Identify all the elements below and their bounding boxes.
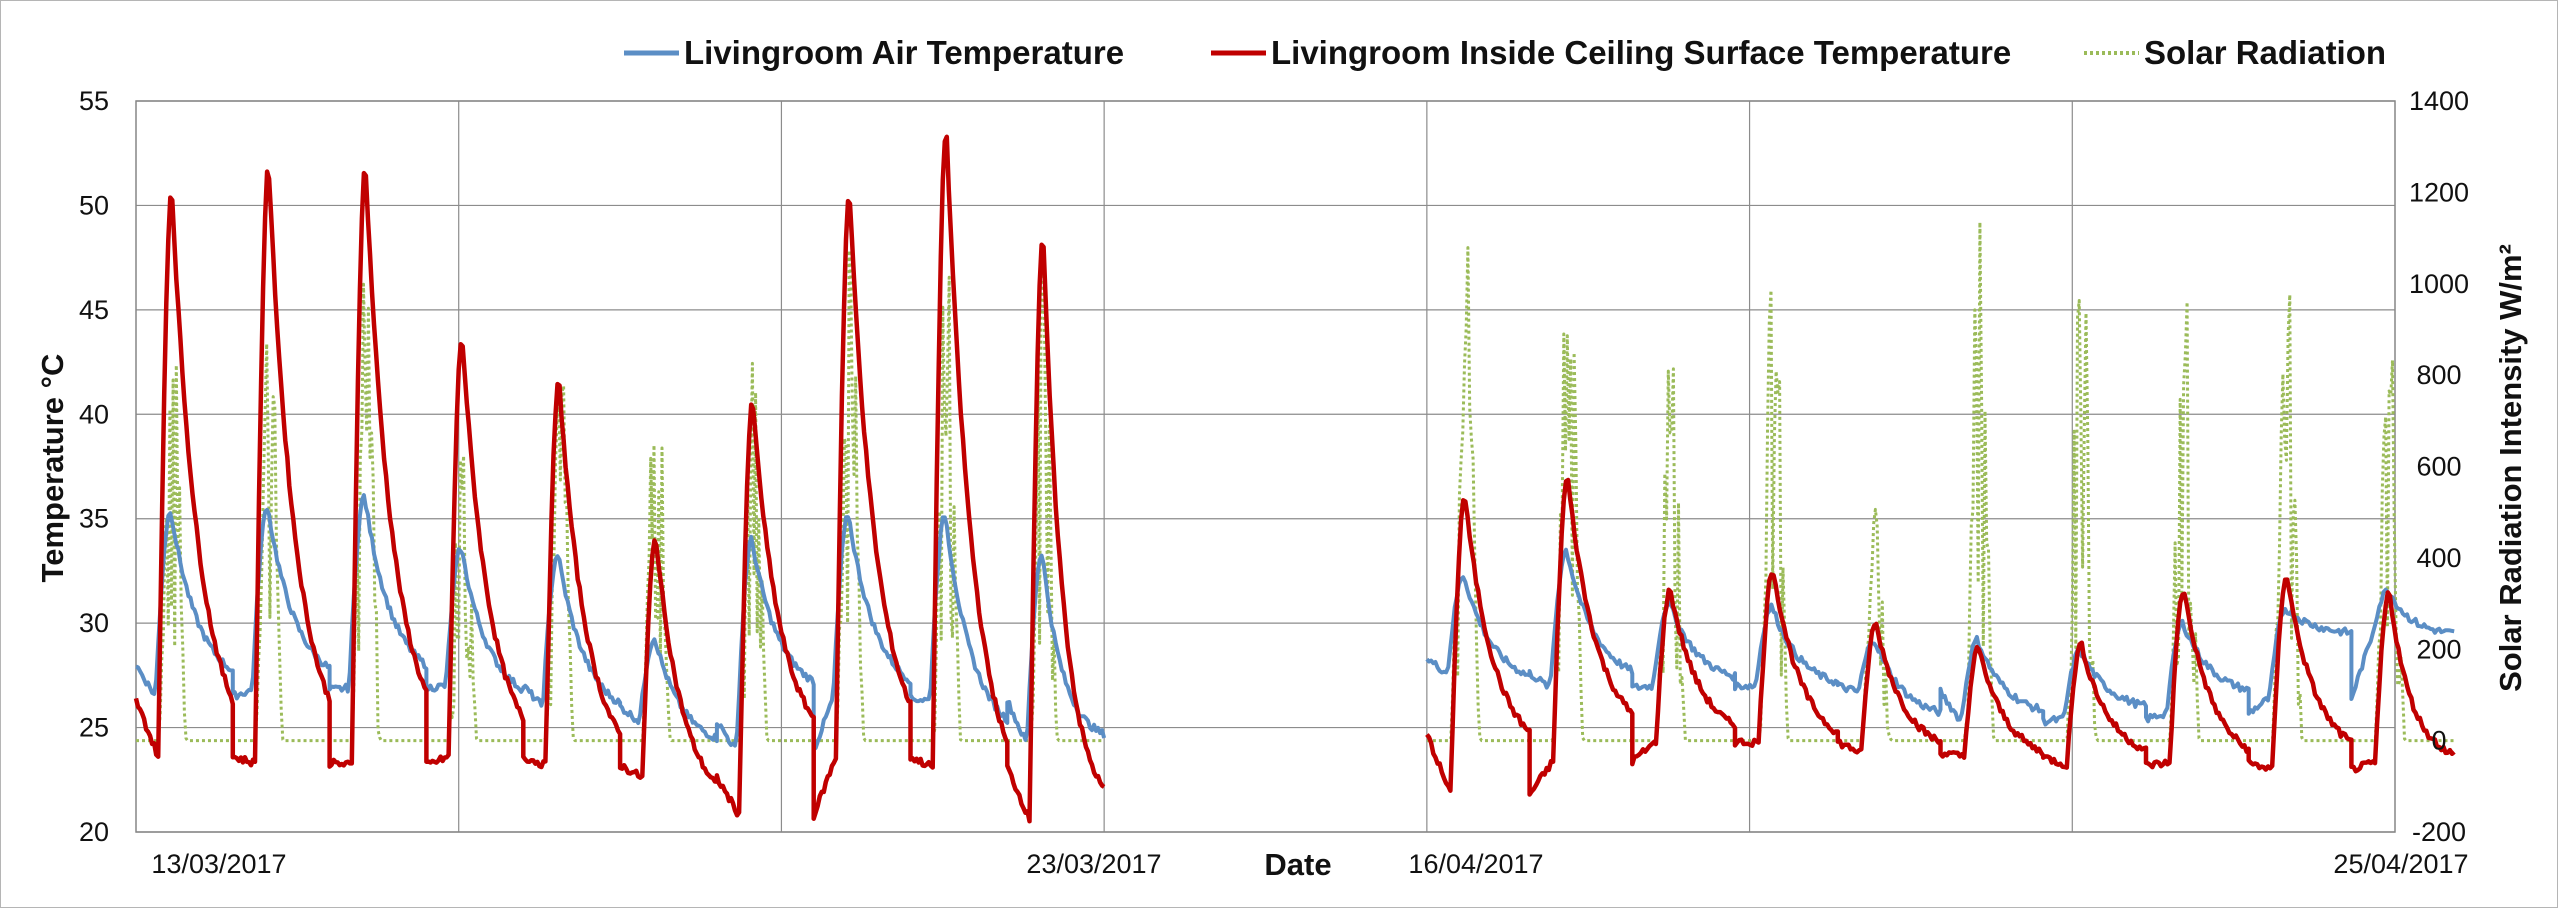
legend-label-ceiling-temperature: Livingroom Inside Ceiling Surface Temper… xyxy=(1271,34,2011,71)
air-temperature-line-period1 xyxy=(135,493,1107,752)
y2-axis-title: Solar Radiation Intensity W/m² xyxy=(2493,244,2528,692)
y2-tick-label: 400 xyxy=(2416,543,2461,573)
series-layer xyxy=(133,134,2456,824)
x-tick-label: 13/03/2017 xyxy=(151,849,286,879)
y-axis-title: Temperature °C xyxy=(35,354,70,583)
y2-tick-label: 1400 xyxy=(2409,86,2469,116)
y2-tick-label: 0 xyxy=(2431,726,2446,756)
x-tick-label: 25/04/2017 xyxy=(2333,849,2468,879)
y-tick-label: 35 xyxy=(79,504,109,534)
solar-radiation-line-period1 xyxy=(136,248,1105,743)
legend: Livingroom Air Temperature Livingroom In… xyxy=(624,34,2386,71)
ceiling-temperature-line-period1 xyxy=(133,134,1106,824)
y-tick-label: 20 xyxy=(79,817,109,847)
solar-radiation-line-period2 xyxy=(1426,220,2455,743)
y2-tick-label: 1200 xyxy=(2409,177,2469,207)
legend-label-solar-radiation: Solar Radiation xyxy=(2144,34,2386,71)
y-tick-label: 30 xyxy=(79,608,109,638)
y2-tick-label: -200 xyxy=(2412,817,2466,847)
y2-tick-label: 800 xyxy=(2416,360,2461,390)
y2-tick-label: 1000 xyxy=(2409,269,2469,299)
x-tick-label: 16/04/2017 xyxy=(1408,849,1543,879)
ceiling-temperature-line-period2 xyxy=(1425,477,2456,797)
y-tick-label: 55 xyxy=(79,86,109,116)
legend-label-air-temperature: Livingroom Air Temperature xyxy=(684,34,1124,71)
y2-tick-label: 600 xyxy=(2416,452,2461,482)
y2-tick-label: 200 xyxy=(2416,634,2461,664)
y-tick-label: 45 xyxy=(79,295,109,325)
y-tick-label: 50 xyxy=(79,190,109,220)
tick-labels: 20 25 30 35 40 45 50 55 -200 0 200 400 600 800 1000 120… xyxy=(79,86,2469,879)
x-tick-label: 23/03/2017 xyxy=(1026,849,1161,879)
y-tick-label: 40 xyxy=(79,399,109,429)
x-axis-title: Date xyxy=(1264,847,1331,882)
y-tick-label: 25 xyxy=(79,713,109,743)
